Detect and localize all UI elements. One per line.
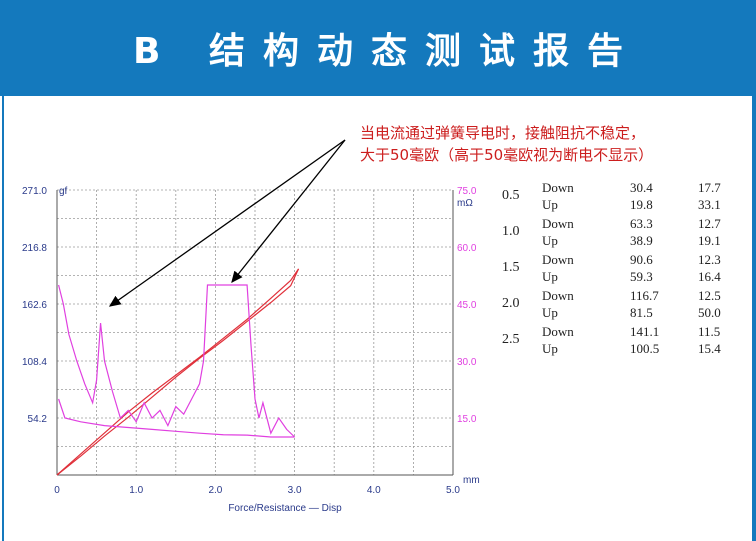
- row-value-b: 50.0: [698, 305, 721, 320]
- x-unit-label: mm: [463, 475, 480, 486]
- row-value-a: 116.7: [630, 288, 659, 303]
- speed-label: 2.0: [502, 296, 520, 311]
- row-value-a: 63.3: [630, 216, 653, 231]
- frame-left-border: [2, 96, 4, 541]
- row-value-b: 33.1: [698, 197, 721, 212]
- force-line-1: [56, 268, 300, 476]
- force-line-0: [56, 268, 300, 476]
- annotation-line-2: 大于50毫欧（高于50毫欧视为断电不显示）: [360, 146, 654, 164]
- header-bar: B 结构动态测试报告: [0, 0, 756, 96]
- table-row: Up 100.5 15.4: [542, 341, 742, 359]
- row-value-a: 90.6: [630, 252, 653, 267]
- row-direction: Down: [542, 324, 574, 339]
- row-direction: Down: [542, 180, 574, 195]
- x-tick-label: 4.0: [367, 485, 381, 496]
- y-right-tick-label: 75.0: [457, 186, 477, 197]
- row-direction: Up: [542, 233, 558, 248]
- x-axis-title: Force/Resistance — Disp: [228, 503, 342, 514]
- annotation-line-1: 当电流通过弹簧导电时，接触阻抗不稳定，: [360, 124, 646, 142]
- x-tick-label: 5.0: [446, 485, 460, 496]
- row-value-a: 141.1: [630, 324, 660, 339]
- y-left-tick-label: 54.2: [28, 414, 48, 425]
- arrow-to-cutoff-zone: [231, 139, 346, 284]
- row-value-b: 16.4: [698, 269, 721, 284]
- table-row: Down 63.3 12.7: [542, 216, 742, 234]
- x-tick-label: 0: [54, 485, 60, 496]
- row-direction: Down: [542, 252, 574, 267]
- row-value-a: 30.4: [630, 180, 653, 195]
- speed-group: 0.5 Down 30.4 17.7 Up 19.8 33.1: [498, 180, 738, 216]
- row-direction: Up: [542, 269, 558, 284]
- row-value-a: 81.5: [630, 305, 653, 320]
- y-left-tick-label: 162.6: [22, 300, 47, 311]
- table-row: Up 81.5 50.0: [542, 305, 742, 323]
- arrow-to-first-peak: [108, 139, 346, 307]
- speed-group: 2.0 Down 116.7 12.5 Up 81.5 50.0: [498, 288, 738, 324]
- speed-label: 1.0: [502, 224, 520, 239]
- speed-label: 0.5: [502, 188, 520, 203]
- chart-grid: [56, 189, 454, 476]
- row-value-b: 12.7: [698, 216, 721, 231]
- row-value-a: 19.8: [630, 197, 653, 212]
- row-value-b: 12.5: [698, 288, 721, 303]
- row-value-a: 100.5: [630, 341, 660, 356]
- table-row: Up 38.9 19.1: [542, 233, 742, 251]
- y-left-tick-label: 216.8: [22, 243, 47, 254]
- row-value-b: 15.4: [698, 341, 721, 356]
- row-direction: Down: [542, 216, 574, 231]
- row-value-b: 19.1: [698, 233, 721, 248]
- frame-right-border: [752, 96, 756, 541]
- x-tick-label: 3.0: [288, 485, 302, 496]
- chart-axes: [56, 190, 454, 476]
- x-tick-label: 1.0: [129, 485, 143, 496]
- resistance-line-3: [58, 398, 295, 438]
- row-value-b: 17.7: [698, 180, 721, 195]
- row-value-a: 59.3: [630, 269, 653, 284]
- speed-label: 2.5: [502, 332, 520, 347]
- annotation-text: 当电流通过弹簧导电时，接触阻抗不稳定， 大于50毫欧（高于50毫欧视为断电不显示…: [360, 122, 653, 166]
- row-direction: Up: [542, 341, 558, 356]
- y-right-tick-label: 30.0: [457, 357, 477, 368]
- table-row: Down 116.7 12.5: [542, 288, 742, 306]
- table-row: Up 19.8 33.1: [542, 197, 742, 215]
- speed-group: 2.5 Down 141.1 11.5 Up 100.5 15.4: [498, 324, 738, 360]
- row-direction: Up: [542, 305, 558, 320]
- annotation-arrows: [108, 139, 346, 307]
- y-left-unit-label: gf: [59, 186, 68, 197]
- y-left-tick-label: 271.0: [22, 186, 47, 197]
- resistance-line-2: [58, 284, 296, 438]
- speed-group: 1.0 Down 63.3 12.7 Up 38.9 19.1: [498, 216, 738, 252]
- row-direction: Down: [542, 288, 574, 303]
- table-row: Down 30.4 17.7: [542, 180, 742, 198]
- x-tick-label: 2.0: [208, 485, 222, 496]
- y-right-tick-label: 45.0: [457, 300, 477, 311]
- row-value-b: 12.3: [698, 252, 721, 267]
- row-direction: Up: [542, 197, 558, 212]
- y-right-tick-label: 15.0: [457, 414, 477, 425]
- table-row: Down 90.6 12.3: [542, 252, 742, 270]
- page-title: B 结构动态测试报告: [133, 31, 641, 72]
- table-row: Down 141.1 11.5: [542, 324, 742, 342]
- speed-label: 1.5: [502, 260, 520, 275]
- y-right-tick-label: 60.0: [457, 243, 477, 254]
- table-row: Up 59.3 16.4: [542, 269, 742, 287]
- chart-series: [56, 268, 300, 476]
- y-right-unit-label: mΩ: [457, 198, 473, 209]
- row-value-b: 11.5: [698, 324, 721, 339]
- y-left-tick-label: 108.4: [22, 357, 47, 368]
- row-value-a: 38.9: [630, 233, 653, 248]
- speed-group: 1.5 Down 90.6 12.3 Up 59.3 16.4: [498, 252, 738, 288]
- chart-ticks: 0 1.0 2.0 3.0 4.0 5.0mm 54.2 108.4 162.6 216.8 271…: [22, 186, 480, 514]
